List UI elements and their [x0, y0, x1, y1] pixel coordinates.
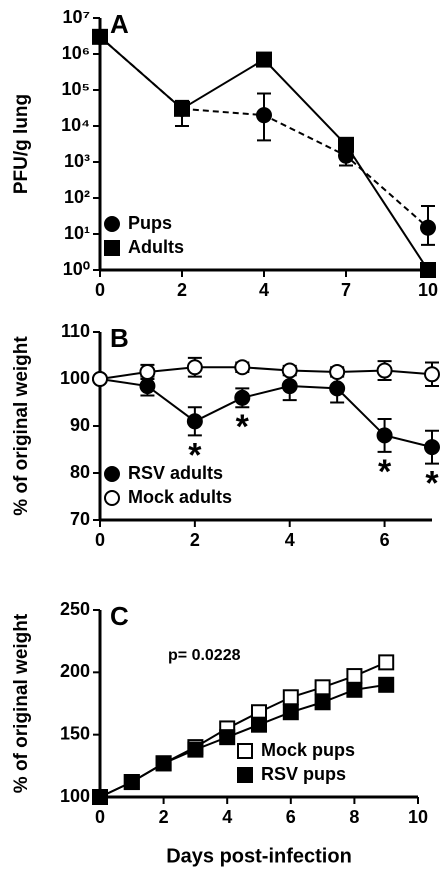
series-line	[99, 683, 387, 798]
y-tick-label: 10²	[64, 187, 90, 207]
y-tick-label: 10¹	[64, 223, 90, 243]
data-point	[187, 741, 204, 758]
legend-marker	[104, 240, 120, 256]
data-point	[234, 359, 251, 376]
data-point	[92, 371, 108, 387]
data-point	[123, 774, 140, 791]
data-point	[174, 100, 190, 117]
significance-mark: *	[236, 408, 250, 446]
x-tick-label: 0	[95, 530, 105, 550]
significance-mark: *	[425, 465, 439, 503]
legend-label: RSV pups	[261, 764, 346, 784]
data-point	[92, 789, 108, 805]
data-point	[219, 729, 236, 746]
y-tick-label: 80	[70, 462, 90, 482]
data-point	[186, 359, 203, 376]
y-tick-label: 10⁰	[63, 259, 90, 279]
legend-marker	[237, 743, 253, 759]
data-point	[338, 136, 354, 153]
x-tick-label: 0	[95, 280, 105, 300]
panel-label: A	[110, 9, 129, 39]
x-tick-label: 6	[286, 807, 296, 827]
data-point	[314, 694, 331, 711]
y-tick-label: 10⁶	[62, 43, 90, 63]
y-axis-label: % of original weight	[11, 613, 32, 793]
y-tick-label: 10⁷	[63, 7, 90, 27]
y-axis-label: % of original weight	[11, 336, 32, 516]
data-point	[424, 366, 440, 383]
y-tick-label: 10⁵	[62, 79, 90, 99]
x-tick-label: 0	[95, 807, 105, 827]
x-tick-label: 4	[259, 280, 269, 300]
legend-label: Pups	[128, 213, 172, 233]
data-point	[281, 378, 298, 395]
data-point	[378, 654, 395, 671]
data-point	[155, 755, 172, 772]
x-tick-label: 2	[159, 807, 169, 827]
legend-label: RSV adults	[128, 463, 223, 483]
y-tick-label: 10³	[64, 151, 90, 171]
data-point	[346, 681, 363, 698]
data-point	[139, 363, 156, 380]
x-axis-label: Days post-infection	[166, 845, 352, 867]
y-tick-label: 70	[70, 509, 90, 529]
y-tick-label: 10⁴	[61, 115, 90, 135]
x-tick-label: 8	[349, 807, 359, 827]
data-point	[186, 413, 203, 430]
data-point	[420, 262, 436, 278]
y-tick-label: 200	[60, 661, 90, 681]
legend-label: Mock adults	[128, 487, 232, 507]
y-tick-label: 250	[60, 599, 90, 619]
series-line	[99, 378, 433, 449]
y-axis-label: PFU/g lung	[11, 94, 32, 194]
data-point	[256, 107, 272, 124]
data-point	[92, 28, 108, 45]
data-point	[251, 716, 267, 733]
x-tick-label: 7	[341, 280, 351, 300]
x-tick-label: 2	[190, 530, 200, 550]
legend-label: Adults	[128, 237, 184, 257]
data-point	[378, 676, 395, 693]
data-point	[281, 362, 298, 379]
data-point	[282, 689, 299, 706]
x-tick-label: 2	[177, 280, 187, 300]
data-point	[314, 679, 331, 696]
data-point	[282, 704, 299, 721]
y-tick-label: 110	[61, 321, 90, 341]
x-tick-label: 10	[418, 280, 438, 300]
legend-marker	[104, 466, 120, 482]
series-line	[99, 36, 429, 271]
data-point	[424, 439, 440, 456]
data-point	[376, 427, 393, 444]
annotation: p= 0.0228	[168, 647, 241, 664]
y-tick-label: 100	[60, 368, 90, 388]
x-tick-label: 10	[408, 807, 428, 827]
data-point	[329, 380, 346, 397]
x-tick-label: 4	[285, 530, 295, 550]
panel-label: B	[110, 323, 129, 353]
x-tick-label: 4	[222, 807, 232, 827]
legend-marker	[237, 767, 253, 783]
panel-label: C	[110, 601, 129, 631]
data-point	[420, 219, 436, 236]
y-tick-label: 100	[60, 786, 90, 806]
significance-mark: *	[188, 436, 202, 474]
y-tick-label: 150	[60, 723, 90, 743]
data-point	[139, 378, 156, 395]
y-tick-label: 90	[70, 415, 90, 435]
significance-mark: *	[378, 453, 392, 491]
data-point	[256, 51, 272, 68]
data-point	[376, 362, 393, 379]
legend-label: Mock pups	[261, 740, 355, 760]
data-point	[329, 363, 346, 380]
data-point	[346, 668, 363, 685]
legend-marker	[104, 490, 120, 506]
data-point	[234, 389, 251, 406]
x-tick-label: 6	[380, 530, 390, 550]
legend-marker	[104, 216, 120, 232]
